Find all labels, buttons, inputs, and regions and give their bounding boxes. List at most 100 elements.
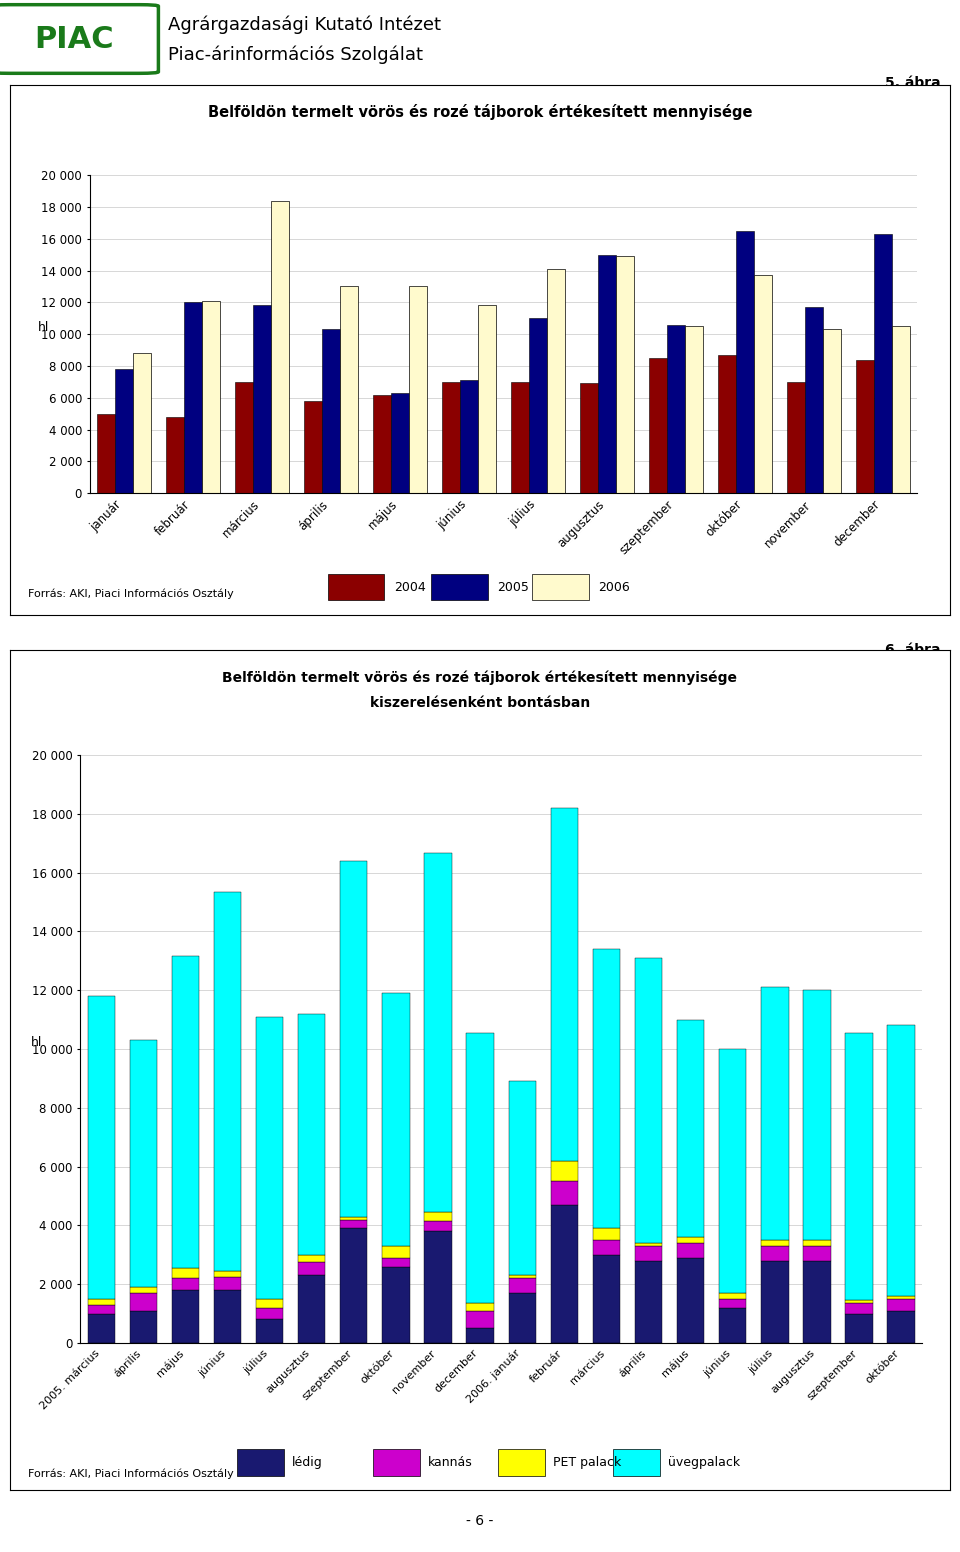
Bar: [592, 1256, 620, 1342]
Bar: [130, 1293, 157, 1310]
Text: Belföldön termelt vörös és rozé tájborok értékesített mennyisége: Belföldön termelt vörös és rozé tájborok…: [207, 104, 753, 120]
Bar: [804, 990, 830, 1240]
Y-axis label: hl: hl: [31, 1037, 42, 1049]
Bar: [253, 306, 271, 494]
Bar: [340, 1228, 368, 1342]
Bar: [130, 1287, 157, 1293]
Bar: [509, 1293, 536, 1342]
Bar: [635, 1260, 662, 1342]
Bar: [874, 234, 892, 494]
Bar: [373, 394, 391, 494]
Bar: [235, 382, 253, 494]
Text: 5. ábra: 5. ábra: [885, 76, 941, 90]
Bar: [761, 987, 788, 1240]
Bar: [677, 1257, 705, 1342]
Bar: [172, 1290, 199, 1342]
Bar: [892, 326, 910, 494]
Bar: [761, 1260, 788, 1342]
Bar: [761, 1240, 788, 1246]
Bar: [467, 1329, 493, 1342]
Text: kannás: kannás: [427, 1456, 472, 1470]
Bar: [327, 574, 384, 601]
Bar: [340, 1217, 368, 1220]
Bar: [467, 1304, 493, 1310]
Bar: [787, 382, 805, 494]
Text: Belföldön termelt vörös és rozé tájborok értékesített mennyisége: Belföldön termelt vörös és rozé tájborok…: [223, 670, 737, 686]
Bar: [532, 574, 588, 601]
Bar: [551, 1181, 578, 1204]
Bar: [887, 1296, 915, 1299]
Bar: [846, 1301, 873, 1304]
Text: Agrárgazdasági Kutató Intézet: Agrárgazdasági Kutató Intézet: [168, 16, 441, 34]
Bar: [214, 892, 241, 1271]
Bar: [214, 1277, 241, 1290]
Bar: [340, 1220, 368, 1228]
Bar: [529, 318, 547, 494]
Bar: [612, 1450, 660, 1476]
Bar: [382, 1257, 410, 1266]
Bar: [256, 1308, 283, 1319]
Bar: [551, 1161, 578, 1181]
Bar: [97, 413, 115, 494]
Bar: [509, 1082, 536, 1276]
Text: 2004: 2004: [394, 580, 425, 593]
Bar: [133, 354, 151, 494]
FancyBboxPatch shape: [0, 5, 158, 73]
Text: 2005: 2005: [497, 580, 529, 593]
Bar: [431, 574, 488, 601]
Text: PET palack: PET palack: [553, 1456, 621, 1470]
Bar: [551, 1204, 578, 1342]
Bar: [718, 355, 736, 494]
Bar: [214, 1271, 241, 1277]
Bar: [804, 1240, 830, 1246]
Bar: [635, 1246, 662, 1260]
Bar: [184, 303, 202, 494]
Bar: [677, 1243, 705, 1257]
Bar: [87, 1299, 115, 1305]
Text: 2006: 2006: [598, 580, 630, 593]
Bar: [887, 1310, 915, 1342]
Bar: [298, 1262, 325, 1276]
Bar: [667, 324, 685, 494]
Bar: [736, 231, 754, 494]
Text: kiszerelésenként bontásban: kiszerelésenként bontásban: [370, 697, 590, 711]
Bar: [511, 382, 529, 494]
Bar: [443, 382, 460, 494]
Bar: [592, 1240, 620, 1256]
Bar: [130, 1040, 157, 1287]
Bar: [340, 861, 368, 1217]
Text: Forrás: AKI, Piaci Információs Osztály: Forrás: AKI, Piaci Információs Osztály: [29, 1468, 234, 1479]
Bar: [166, 417, 184, 494]
Bar: [754, 275, 772, 494]
Bar: [87, 1305, 115, 1313]
Bar: [256, 1319, 283, 1342]
Bar: [823, 329, 841, 494]
Bar: [322, 329, 340, 494]
Bar: [580, 383, 598, 494]
Bar: [761, 1246, 788, 1260]
Bar: [592, 948, 620, 1228]
Bar: [649, 359, 667, 494]
Bar: [391, 393, 409, 494]
Bar: [424, 854, 452, 1212]
Bar: [635, 958, 662, 1243]
Bar: [237, 1450, 284, 1476]
Bar: [677, 1237, 705, 1243]
Bar: [382, 993, 410, 1246]
Bar: [382, 1266, 410, 1342]
Bar: [677, 1020, 705, 1237]
Bar: [382, 1246, 410, 1257]
Bar: [598, 255, 616, 494]
Bar: [467, 1032, 493, 1304]
Bar: [719, 1293, 747, 1299]
Bar: [719, 1299, 747, 1308]
Text: - 6 -: - 6 -: [467, 1515, 493, 1529]
Bar: [87, 1313, 115, 1342]
Bar: [509, 1276, 536, 1279]
Bar: [298, 1276, 325, 1342]
Bar: [298, 1013, 325, 1256]
Bar: [172, 956, 199, 1268]
Bar: [685, 326, 703, 494]
Bar: [87, 996, 115, 1299]
Bar: [115, 369, 133, 494]
